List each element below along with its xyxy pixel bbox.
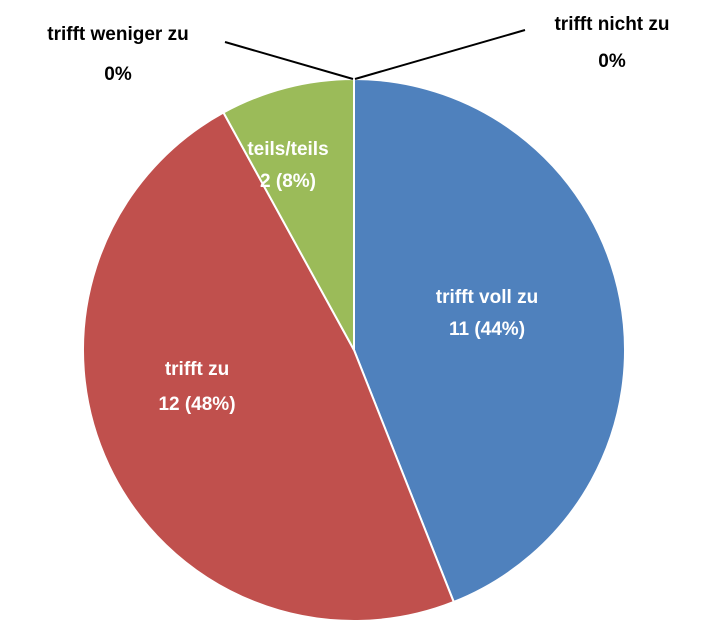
value-label: 11 (44%) [449, 319, 525, 340]
pie-slice [82, 111, 456, 622]
value-label: 12 (48%) [158, 394, 235, 415]
value-label: 2 (8%) [260, 171, 316, 192]
leader-line [224, 41, 354, 80]
slice-label: trifft weniger zu [47, 24, 188, 45]
pie-slice [222, 77, 355, 351]
leader-line [354, 29, 526, 80]
slice-label: teils/teils [247, 139, 328, 160]
slices [82, 77, 626, 622]
slice-label: trifft nicht zu [554, 14, 669, 35]
slice-label: trifft voll zu [436, 287, 538, 308]
value-label: 0% [598, 51, 626, 72]
value-label: 0% [104, 64, 132, 85]
labels: trifft voll zu 11 (44%) trifft zu 12 (48%) t… [47, 14, 669, 415]
slice-label: trifft zu [165, 359, 229, 380]
pie-slice [353, 77, 626, 604]
